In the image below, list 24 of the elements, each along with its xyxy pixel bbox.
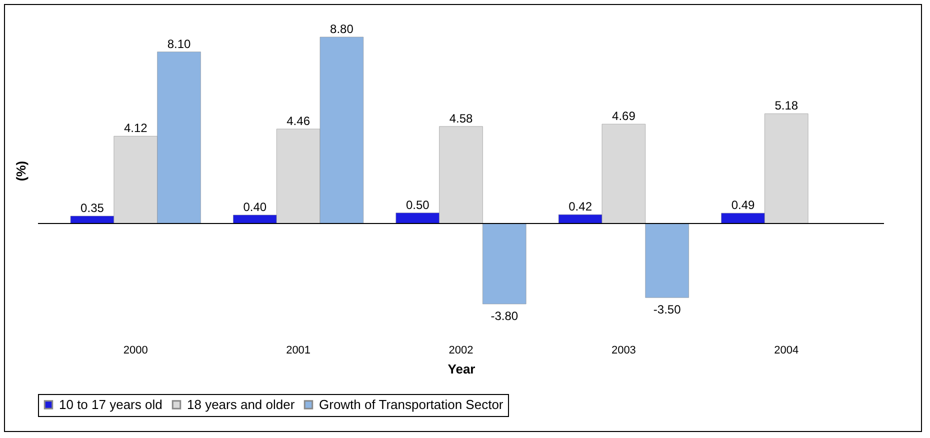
x-tick-label: 2001 bbox=[286, 344, 311, 356]
data-label: 8.80 bbox=[330, 22, 354, 36]
data-label: 0.42 bbox=[568, 200, 592, 214]
x-axis-title: Year bbox=[448, 362, 476, 376]
data-label: 4.46 bbox=[286, 114, 310, 128]
data-label: 0.35 bbox=[80, 201, 104, 216]
data-label: 4.58 bbox=[449, 111, 473, 126]
legend-label: 18 years and older bbox=[187, 396, 296, 412]
data-label: -3.80 bbox=[490, 309, 518, 323]
data-label: 5.18 bbox=[774, 98, 798, 113]
y-axis-title: (%) bbox=[14, 160, 28, 182]
legend-label: Growth of Transportation Sector bbox=[319, 396, 504, 412]
x-tick-label: 2004 bbox=[774, 344, 799, 356]
legend-label: 10 to 17 years old bbox=[59, 396, 162, 412]
x-tick-label: 2000 bbox=[123, 344, 148, 356]
data-label: -3.50 bbox=[653, 302, 682, 317]
x-tick-label: 2003 bbox=[611, 344, 636, 356]
data-label: 0.50 bbox=[406, 198, 430, 212]
data-label: 0.49 bbox=[731, 198, 755, 212]
data-label: 0.40 bbox=[243, 200, 267, 214]
x-tick-label: 2002 bbox=[448, 344, 474, 356]
data-label: 8.10 bbox=[167, 36, 191, 51]
data-label: 4.12 bbox=[124, 121, 148, 136]
data-label: 4.69 bbox=[612, 109, 636, 124]
